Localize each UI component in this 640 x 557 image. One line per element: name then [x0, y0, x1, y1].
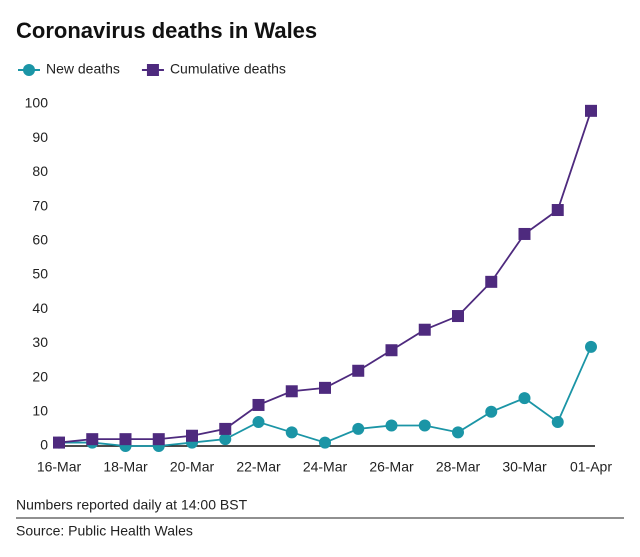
point: [352, 422, 365, 435]
point: [219, 433, 232, 446]
x-tick-label: 01-Apr: [570, 459, 612, 475]
point: [585, 104, 597, 117]
point: [385, 344, 398, 357]
legend-marker: [146, 64, 159, 76]
point: [452, 310, 464, 323]
point: [518, 227, 531, 240]
point: [418, 323, 431, 336]
y-tick-label: 0: [40, 437, 48, 453]
x-tick-label: 24-Mar: [303, 459, 348, 475]
series-line: [59, 346, 592, 447]
point: [319, 381, 331, 394]
x-tick-label: 16-Mar: [37, 459, 82, 475]
point: [352, 364, 365, 377]
point: [485, 405, 498, 418]
x-tick-label: 18-Mar: [103, 459, 148, 475]
x-tick-label: 28-Mar: [436, 459, 481, 475]
y-tick-label: 80: [32, 163, 48, 179]
legend-label: Cumulative deaths: [170, 61, 286, 77]
x-tick-label: 30-Mar: [502, 459, 547, 475]
y-tick-label: 60: [32, 232, 48, 248]
point: [485, 275, 498, 288]
y-tick-label: 20: [32, 368, 48, 384]
point: [551, 416, 564, 429]
point: [252, 398, 265, 411]
point: [285, 426, 298, 439]
note: Numbers reported daily at 14:00 BST: [16, 497, 248, 513]
chart-title: Coronavirus deaths in Wales: [16, 18, 317, 43]
point: [551, 204, 564, 217]
point: [86, 433, 99, 446]
point: [252, 416, 265, 429]
point: [319, 436, 331, 449]
point: [119, 433, 132, 446]
y-tick-label: 100: [25, 95, 49, 111]
x-tick-label: 22-Mar: [236, 459, 281, 475]
y-tick-label: 10: [32, 403, 48, 419]
point: [585, 340, 597, 353]
point: [385, 419, 398, 432]
point: [285, 385, 298, 398]
point: [53, 436, 65, 449]
point: [452, 426, 464, 439]
legend-label: New deaths: [46, 61, 120, 77]
y-tick-label: 70: [32, 197, 48, 213]
y-tick-label: 30: [32, 334, 48, 350]
point: [186, 429, 198, 442]
point: [152, 433, 165, 446]
source: Source: Public Health Wales: [16, 523, 193, 539]
point: [219, 422, 232, 435]
y-tick-label: 40: [32, 300, 48, 316]
legend-marker: [23, 64, 35, 76]
x-tick-label: 20-Mar: [170, 459, 215, 475]
point: [518, 392, 531, 405]
y-tick-label: 50: [32, 266, 48, 282]
x-tick-label: 26-Mar: [369, 459, 414, 475]
y-tick-label: 90: [32, 129, 48, 145]
point: [418, 419, 431, 432]
